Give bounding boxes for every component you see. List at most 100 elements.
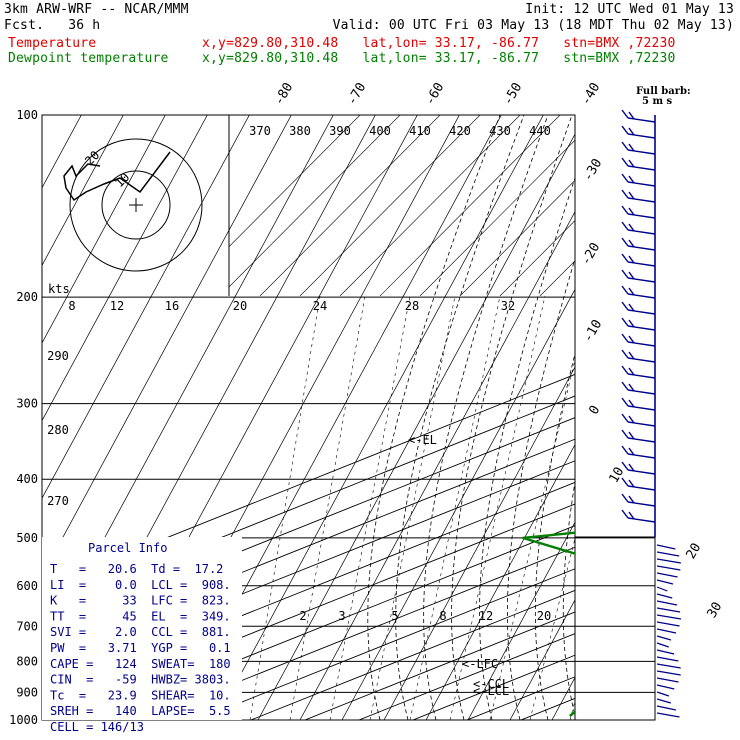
- wind-barb: [621, 285, 656, 299]
- parcel-info-row: T = 20.6 Td = 17.2: [50, 562, 223, 576]
- wind-barb-low: [656, 691, 670, 697]
- isotherm-line: [42, 373, 575, 589]
- isotherm-label: -80: [272, 80, 297, 108]
- pressure-label-900: 900: [16, 685, 38, 699]
- wind-barb-flag: [628, 415, 635, 424]
- wind-barb-flag: [628, 367, 635, 376]
- moist-adiabat: [423, 115, 549, 720]
- wind-barb-flag: [621, 125, 629, 135]
- wind-barb-flag: [628, 335, 635, 344]
- wind-barb-low: [656, 565, 681, 571]
- wind-barb-flag: [621, 397, 629, 407]
- isotherm-label: 0: [587, 403, 604, 417]
- mixing-ratio-low-label: 5: [391, 609, 398, 623]
- wind-barb-low: [656, 544, 676, 550]
- wind-barb-flag: [621, 189, 629, 199]
- theta-grid-line: [539, 260, 575, 296]
- isotherm-line: [411, 654, 575, 720]
- dry-adiabat: [383, 366, 575, 720]
- wind-barb-shaft: [627, 389, 656, 395]
- wind-barb-low: [656, 670, 681, 676]
- wind-barb: [621, 333, 656, 347]
- theta-left-label: 270: [47, 494, 69, 508]
- mixing-ratio-line: [610, 296, 725, 720]
- wind-barb: [621, 349, 656, 363]
- wind-barb-shaft: [627, 277, 656, 283]
- parcel-info-row: Tc = 23.9 SHEAR= 10.: [50, 688, 231, 702]
- pressure-label-600: 600: [16, 579, 38, 593]
- dry-adiabat: [42, 115, 208, 422]
- wind-barb-shaft: [627, 357, 656, 363]
- pressure-label-100: 100: [16, 108, 38, 122]
- theta-label: 420: [449, 124, 471, 138]
- hodograph: kts 10 20: [48, 138, 203, 296]
- moist-adiabat: [479, 176, 575, 720]
- mixing-ratio-line: [529, 537, 575, 720]
- wind-barb-shaft: [627, 437, 656, 443]
- wind-barb: [621, 221, 656, 235]
- wind-barb-flag: [621, 237, 629, 247]
- wind-barb-flag: [628, 175, 635, 184]
- pressure-label-700: 700: [16, 619, 38, 633]
- barb-legend-line2: 5 m s: [642, 96, 673, 107]
- wind-barb: [621, 381, 656, 395]
- wind-barb-low: [656, 607, 681, 613]
- wind-barb-flag: [621, 157, 629, 167]
- wind-barb-flag: [628, 399, 635, 408]
- isotherm-line: [141, 546, 575, 720]
- wind-barb-low: [656, 600, 678, 606]
- parcel-info-row: K = 33 LFC = 823.: [50, 594, 231, 608]
- wind-barb-low: [656, 572, 678, 578]
- wind-barb-shaft: [627, 469, 656, 475]
- wind-barb-shaft: [627, 149, 656, 155]
- wind-barb: [621, 125, 656, 139]
- wind-barb-flag: [621, 429, 629, 439]
- wind-barb-low: [656, 698, 671, 704]
- theta-grid-line: [379, 115, 561, 296]
- wind-barb-low: [656, 663, 681, 669]
- moist-adiabat: [367, 115, 501, 720]
- dry-adiabat: [42, 115, 124, 267]
- wind-barb-low: [656, 642, 669, 648]
- wind-barb-flag: [628, 383, 635, 392]
- wind-barb-low: [656, 712, 680, 718]
- theta-grid-line: [299, 115, 481, 296]
- wind-barb: [621, 237, 656, 251]
- dry-adiabat: [299, 211, 575, 720]
- theta-left-label: 290: [47, 349, 69, 363]
- isotherm-label: -20: [579, 240, 604, 268]
- dry-adiabat: [425, 443, 575, 720]
- wind-barb-shaft: [627, 501, 656, 507]
- wind-barb: [621, 141, 656, 155]
- theta-grid-line: [229, 115, 401, 288]
- parcel-info-row: CIN = -59 HWBZ= 3803.: [50, 673, 231, 687]
- theta-label: 430: [489, 124, 511, 138]
- wind-barb-low: [656, 677, 679, 683]
- wind-barb-flag: [621, 109, 629, 119]
- wind-barb: [621, 493, 656, 507]
- isotherm-line: [87, 525, 575, 720]
- wind-barb-flag: [628, 191, 635, 200]
- dry-adiabat: [173, 115, 502, 720]
- wind-barb-shaft: [627, 485, 656, 491]
- isotherm-label: -30: [581, 156, 606, 184]
- wind-barb-shaft: [627, 373, 656, 379]
- parcel-info-row: SREH = 140 LAPSE= 5.5: [50, 704, 231, 718]
- wind-barb-flag: [621, 333, 629, 343]
- hodograph-ring-label: 20: [82, 148, 102, 168]
- hodograph-units: kts: [48, 282, 70, 296]
- wind-barb-flag: [628, 495, 635, 504]
- dry-adiabat: [42, 115, 166, 344]
- temperature-location: x,y=829.80,310.48 lat,lon= 33.17, -86.77…: [202, 36, 676, 51]
- theta-left-label: 280: [47, 423, 69, 437]
- wind-barb-flag: [621, 477, 629, 487]
- wind-barb-low: [656, 649, 675, 655]
- mixing-ratio-label: 16: [165, 299, 179, 313]
- wind-barb: [621, 205, 656, 219]
- moist-adiabat: [451, 115, 573, 720]
- theta-grid-line: [459, 179, 575, 296]
- wind-barb: [621, 157, 656, 171]
- isotherm-label: -60: [423, 80, 448, 108]
- wind-barb-flag: [621, 461, 629, 471]
